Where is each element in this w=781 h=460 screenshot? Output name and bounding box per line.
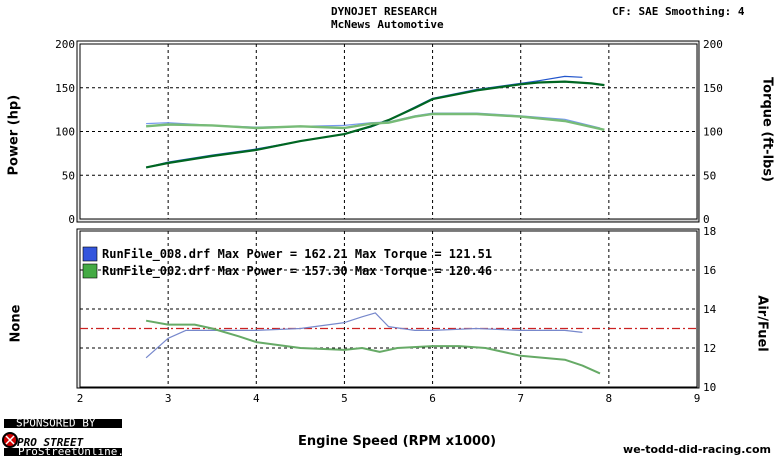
x-tick-label: 3 — [165, 392, 172, 405]
right-tick-label: 10 — [703, 381, 716, 394]
power-torque-panel: 0 50 100 150 200 0 50 100 150 200 — [55, 38, 723, 226]
x-tick-label: 8 — [606, 392, 613, 405]
x-axis-label: Engine Speed (RPM x1000) — [298, 434, 497, 449]
right-tick-label: 12 — [703, 342, 716, 355]
left-tick-label: 200 — [55, 38, 75, 51]
logo-text: PRO STREET — [17, 436, 84, 449]
right-tick-label: 0 — [703, 213, 710, 226]
right-tick-label: 50 — [703, 169, 716, 182]
series-line-airfuel-runfile-008-drf — [145, 312, 583, 359]
series-line-torque-runfile-002-drf — [146, 112, 605, 131]
right-tick-label: 18 — [703, 225, 716, 238]
airfuel-panel: 10 12 14 16 18 2 3 4 5 6 7 8 9 — [76, 225, 717, 405]
sponsor-text: SPONSORED BY — [16, 418, 96, 430]
right-tick-label: 14 — [703, 303, 717, 316]
logo-url: ProStreetOnline.com — [18, 445, 128, 456]
shop-name: McNews Automotive — [331, 18, 444, 31]
right-tick-label: 200 — [703, 38, 723, 51]
left-tick-label: 0 — [68, 213, 75, 226]
right-tick-label: 100 — [703, 126, 723, 139]
left-tick-label: 150 — [55, 82, 75, 95]
x-tick-label: 2 — [77, 392, 84, 405]
legend-swatch — [82, 263, 98, 279]
left-tick-label: 100 — [55, 126, 75, 139]
x-tick-label: 6 — [429, 392, 436, 405]
legend-entry: RunFile_008.drf Max Power = 162.21 Max T… — [102, 247, 492, 262]
correction-smoothing: CF: SAE Smoothing: 4 — [612, 5, 745, 18]
prostreet-logo: SPONSORED BY PRO STREET ProStreetOnline.… — [2, 417, 144, 458]
legend-swatch — [82, 246, 98, 262]
x-tick-label: 9 — [694, 392, 701, 405]
dyno-title: DYNOJET RESEARCH — [331, 5, 437, 18]
series-line-airfuel-runfile-002-drf — [145, 319, 601, 375]
legend: RunFile_008.drf Max Power = 162.21 Max T… — [82, 246, 492, 279]
left-tick-label: 50 — [62, 169, 75, 182]
x-tick-label: 7 — [517, 392, 524, 405]
right-tick-label: 16 — [703, 264, 716, 277]
series-line-power-runfile-002-drf — [145, 80, 605, 169]
legend-entry: RunFile_002.drf Max Power = 157.30 Max T… — [102, 264, 492, 279]
x-tick-label: 4 — [253, 392, 260, 405]
x-tick-label: 5 — [341, 392, 348, 405]
website-credit: we-todd-did-racing.com — [623, 443, 771, 456]
right-tick-label: 150 — [703, 82, 723, 95]
